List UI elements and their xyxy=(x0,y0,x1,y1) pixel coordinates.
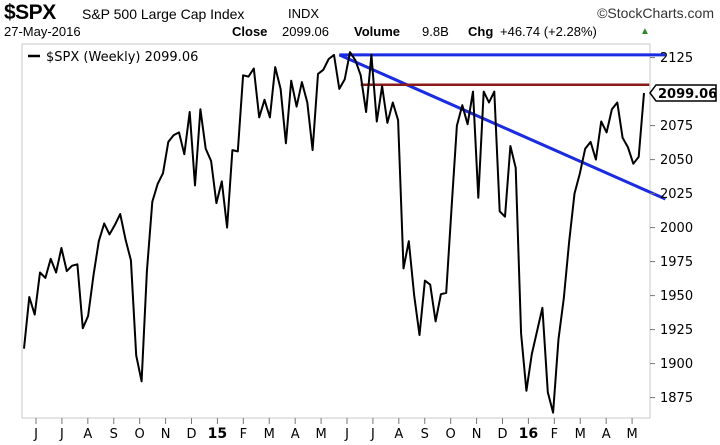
x-tick-label: S xyxy=(110,427,118,442)
x-tick-label: D xyxy=(497,427,507,442)
last-value-box xyxy=(649,84,717,102)
y-tick-label: 1975 xyxy=(660,255,693,270)
y-tick-label: 1875 xyxy=(660,391,693,406)
plot-area xyxy=(21,43,651,419)
plot-frame xyxy=(21,43,651,419)
x-tick-label: N xyxy=(472,427,482,442)
x-tick-label: A xyxy=(394,427,403,442)
volume-label: Volume xyxy=(354,24,400,39)
x-tick-label: F xyxy=(551,427,558,442)
x-tick-label: M xyxy=(575,427,586,442)
y-tick-label: 1925 xyxy=(660,323,693,338)
x-tick-label: M xyxy=(626,427,637,442)
x-tick-label: J xyxy=(344,427,349,442)
x-tick-label: J xyxy=(370,427,375,442)
x-tick-label: 15 xyxy=(208,426,227,442)
quote-date: 27-May-2016 xyxy=(4,24,81,39)
chg-value: +46.74 (+2.28%) xyxy=(500,24,597,39)
x-tick-label: A xyxy=(83,427,92,442)
x-tick-label: N xyxy=(161,427,171,442)
index-name: S&P 500 Large Cap Index xyxy=(82,6,245,22)
y-tick-label: 2075 xyxy=(660,119,693,134)
x-tick-label: F xyxy=(240,427,247,442)
x-tick-label: M xyxy=(264,427,275,442)
x-tick-label: M xyxy=(315,427,326,442)
price-line xyxy=(23,51,645,414)
legend-label: $SPX (Weekly) 2099.06 xyxy=(46,50,198,65)
y-tick-label: 1900 xyxy=(660,357,693,372)
symbol: $SPX xyxy=(4,1,56,24)
x-tick-label: O xyxy=(135,427,145,442)
last-value-label: 2099.06 xyxy=(658,87,717,102)
chg-label: Chg xyxy=(468,24,494,39)
x-tick-label: 16 xyxy=(519,426,538,442)
y-tick-label: 2125 xyxy=(660,51,693,66)
x-tick-label: A xyxy=(602,427,611,442)
brand-logo[interactable]: ©StockCharts.com xyxy=(597,5,714,21)
y-tick-label: 1950 xyxy=(660,289,693,304)
last-value-marker: 2099.06 xyxy=(649,84,717,102)
x-tick-label: S xyxy=(421,427,429,442)
y-tick-label: 2000 xyxy=(660,221,693,236)
x-tick-label: A xyxy=(291,427,300,442)
x-tick-label: J xyxy=(33,427,38,442)
x-tick-label: D xyxy=(186,427,196,442)
legend: $SPX (Weekly) 2099.06 xyxy=(28,50,198,65)
y-tick-label: 2025 xyxy=(660,187,693,202)
close-label: Close xyxy=(232,24,268,39)
up-arrow-icon: ▲ xyxy=(640,26,650,37)
y-tick-label: 2050 xyxy=(660,153,693,168)
exchange: INDX xyxy=(288,6,320,21)
volume-value: 9.8B xyxy=(422,24,449,39)
close-value: 2099.06 xyxy=(282,24,329,39)
chart-header: $SPX S&P 500 Large Cap Index INDX ©Stock… xyxy=(4,1,716,24)
quote-row: 27-May-2016 Close 2099.06 Volume 9.8B Ch… xyxy=(4,24,716,42)
trendline-blue xyxy=(338,53,667,201)
x-tick-label: J xyxy=(59,427,64,442)
x-tick-label: O xyxy=(446,427,456,442)
